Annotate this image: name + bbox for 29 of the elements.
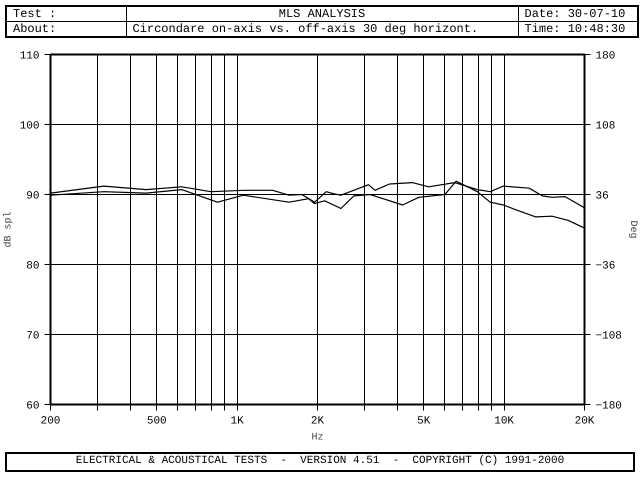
x-tick-label: 20K bbox=[574, 416, 595, 428]
y2-tick-label: 108 bbox=[596, 120, 616, 132]
y-tick-label: 100 bbox=[20, 120, 40, 132]
y-axis-title: dB spl bbox=[2, 211, 15, 248]
x-axis-title: Hz bbox=[312, 432, 324, 444]
y-tick-label: 80 bbox=[26, 260, 40, 272]
y2-tick-label: −108 bbox=[596, 330, 622, 342]
y2-tick-label: 180 bbox=[596, 50, 616, 62]
y-tick-label: 110 bbox=[20, 50, 40, 62]
y2-tick-label: −36 bbox=[596, 260, 616, 272]
y-tick-label: 90 bbox=[26, 190, 40, 202]
y2-tick-label: 36 bbox=[596, 190, 609, 202]
text: About: bbox=[6, 22, 126, 37]
text: Time: 10:48:30 bbox=[518, 22, 638, 37]
y-tick-label: 70 bbox=[26, 330, 40, 342]
chart-subtitle: Circondare on-axis vs. off-axis 30 deg horizont. bbox=[126, 22, 518, 37]
text: ELECTRICAL & ACOUSTICAL TESTS - VERSION 4.51 - COPYRIGHT (C) 1991-2000 bbox=[5, 452, 635, 472]
chart-title: MLS ANALYSIS bbox=[126, 6, 518, 22]
text: Date: 30-07-10 bbox=[518, 6, 638, 22]
x-tick-label: 2K bbox=[310, 416, 324, 428]
x-tick-label: 1K bbox=[230, 416, 244, 428]
x-tick-label: 10K bbox=[494, 416, 514, 428]
y2-tick-label: −180 bbox=[596, 400, 622, 412]
y2-axis-title: Deg bbox=[626, 220, 638, 239]
x-tick-label: 200 bbox=[40, 416, 60, 428]
x-tick-label: 500 bbox=[146, 416, 167, 428]
x-tick-label: 5K bbox=[417, 416, 431, 428]
text: Test : bbox=[6, 6, 126, 22]
y-tick-label: 60 bbox=[26, 400, 40, 412]
